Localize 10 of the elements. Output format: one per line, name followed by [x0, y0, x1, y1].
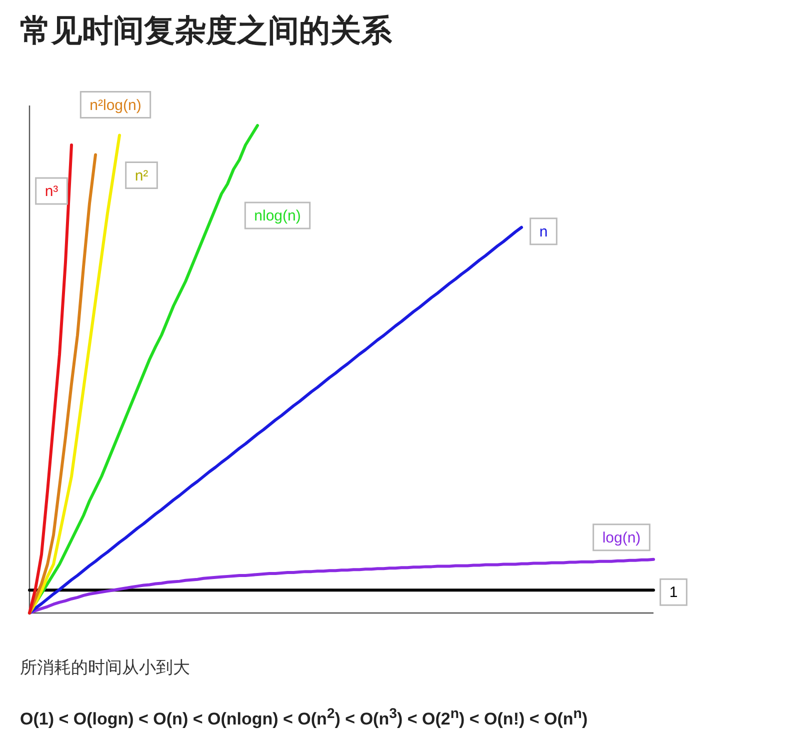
text: O(1) < O(logn) < O(n) < O(nlogn) < O(n$^{2}$) < O(n$^{3}$) < O(2$^{n}$) < O(n!) < O(n$^{n}$)	[20, 706, 588, 729]
text: 所消耗的时间从小到大	[20, 657, 190, 679]
series-label: n	[539, 224, 548, 241]
series-label: 1	[669, 584, 678, 602]
series-label: log(n)	[602, 530, 641, 547]
chart-title: 常见时间复杂度之间的关系	[20, 12, 392, 51]
text: n²log(n)	[90, 96, 142, 114]
series-label: n²	[134, 167, 148, 184]
text: nlog(n)	[254, 208, 301, 225]
series-label: n³	[44, 183, 58, 200]
